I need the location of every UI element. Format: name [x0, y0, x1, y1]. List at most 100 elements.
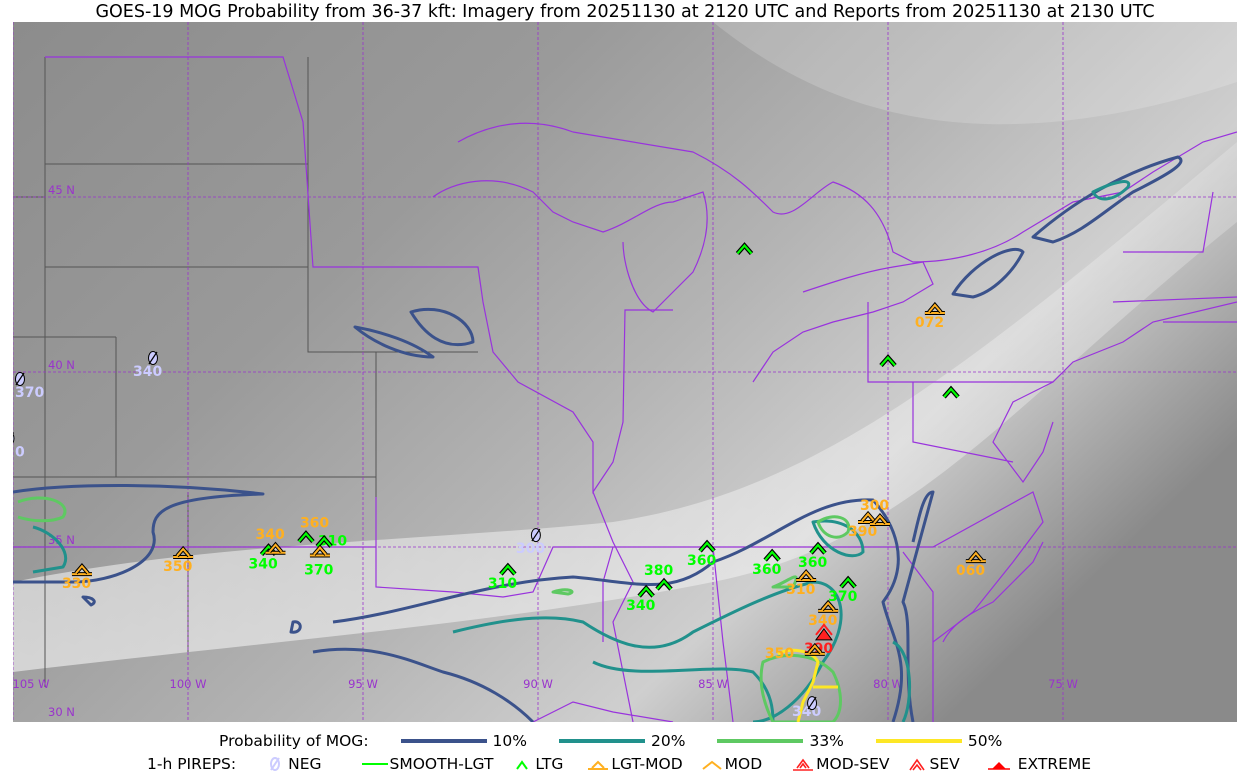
chevron-icon [701, 757, 723, 771]
pirep-ltg [499, 562, 517, 576]
legend-label: LGT-MOD [611, 755, 683, 773]
legend-label: 20% [651, 732, 686, 750]
pirep-label-layer: 072 340 370 0 330 350 340 340 310 370 360 300 310 340… [15, 315, 985, 720]
chevron-icon [511, 757, 533, 771]
lon-label: 80 W [873, 677, 903, 691]
probability-legend-label: Probability of MOG: [219, 732, 369, 750]
swatch-50pct [875, 739, 962, 743]
lat-label: 40 N [48, 358, 75, 372]
contour-20pct [32, 180, 1131, 722]
line-icon [361, 757, 388, 771]
legend-label: 10% [492, 732, 527, 750]
pirep-altitude-label: 0 [15, 445, 25, 461]
legend-item-extreme: EXTREME [960, 755, 1091, 773]
legend-item-ltg: LTG [493, 755, 563, 773]
neg-circle-slash-icon [13, 433, 15, 444]
legend-label: SMOOTH-LGT [389, 755, 494, 773]
lon-label: 100 W [170, 677, 207, 691]
legend-label: NEG [288, 755, 322, 773]
pirep-altitude-label: 340 [133, 364, 162, 380]
pirep-altitude-label: 350 [163, 559, 192, 575]
swatch-20pct [559, 739, 645, 743]
legend-label: MOD [724, 755, 763, 773]
neg-circle-slash-icon [264, 757, 286, 771]
legend-item-smooth-lgt: SMOOTH-LGT [322, 755, 494, 773]
legend-label: MOD-SEV [816, 755, 890, 773]
chevron-bar-icon [587, 757, 609, 771]
pirep-altitude-label: 310 [786, 582, 815, 598]
pirep-altitude-label: 300 [516, 541, 545, 557]
pirep-lgt-mod [924, 301, 945, 315]
pirep-ltg [297, 530, 315, 544]
lon-label: 105 W [13, 677, 49, 691]
pirep-neg [15, 372, 25, 386]
lon-label: 90 W [523, 677, 553, 691]
lon-label: 95 W [348, 677, 378, 691]
filled-triangle-icon [987, 757, 1010, 771]
pireps-legend-label: 1-h PIREPS: [147, 755, 237, 773]
legend-item-sev: SEV [890, 755, 960, 773]
swatch-33pct [717, 739, 804, 743]
pirep-mod [965, 550, 986, 564]
legend-item-33pct: 33% [685, 732, 844, 750]
pirep-altitude-label: 072 [915, 315, 944, 331]
legend-item-50pct: 50% [844, 732, 1002, 750]
legend-item-10pct: 10% [369, 732, 527, 750]
pirep-altitude-label: 340 [792, 704, 821, 720]
pirep-altitude-label: 390 [848, 524, 877, 540]
lat-label: 45 N [48, 183, 75, 197]
pirep-ltg [763, 548, 781, 562]
legend-label: SEV [929, 755, 960, 773]
pirep-altitude-label: 340 [249, 557, 278, 573]
pirep-neg [13, 432, 15, 444]
lon-label: 85 W [698, 677, 728, 691]
legend-label: EXTREME [1017, 755, 1092, 773]
contour-33pct [17, 496, 851, 722]
pirep-ltg [315, 535, 333, 548]
filled-triangle-icon [814, 627, 833, 641]
pirep-lgt-mod [265, 541, 286, 555]
pirep-ltg [637, 584, 655, 598]
coast-and-borders [13, 56, 1237, 722]
pirep-ltg [839, 575, 857, 589]
pirep-altitude-label: 340 [626, 598, 655, 614]
pirep-ltg [698, 539, 716, 553]
pirep-altitude-label: 310 [488, 576, 517, 592]
pirep-altitude-label: 360 [687, 553, 716, 569]
pirep-lgt-mod [804, 642, 825, 656]
pirep-lgt-mod [869, 512, 890, 527]
pirep-neg [148, 351, 158, 365]
pirep-lgt-mod [796, 568, 817, 583]
pirep-neg [530, 528, 541, 543]
lat-label: 30 N [48, 705, 75, 719]
pirep-ltg [879, 354, 897, 367]
pirep-altitude-label: 370 [304, 562, 333, 578]
probability-legend: Probability of MOG: 10% 20% 33% 50% [0, 732, 1250, 750]
pirep-ltg [809, 541, 827, 555]
graticule-labels: 105 W 100 W 95 W 90 W 85 W 80 W 75 W 45 N 40 N 35… [13, 183, 1078, 719]
pirep-altitude-label: 340 [256, 527, 285, 543]
legend-item-lgt-mod: LGT-MOD [563, 755, 683, 773]
legend-item-mod: MOD [683, 755, 763, 773]
mog-contours [13, 155, 1183, 722]
pirep-neg [807, 696, 818, 711]
pirep-altitude-label: 300 [860, 498, 889, 514]
legend-item-20pct: 20% [527, 732, 685, 750]
pirep-altitude-label: 370 [828, 589, 857, 605]
legend-item-mod-sev: MOD-SEV [762, 755, 890, 773]
pirep-ltg [735, 242, 754, 255]
pirep-lgt-mod [309, 544, 330, 558]
pirep-altitude-label: 360 [300, 516, 329, 532]
pirep-mod [818, 599, 839, 613]
graticule [13, 22, 1237, 722]
legend-item-neg: NEG [254, 755, 322, 773]
pirep-altitude-label: 360 [798, 555, 827, 571]
pirep-altitude-label: 370 [15, 385, 44, 401]
legend-label: 50% [967, 732, 1003, 750]
double-chevron-bar-icon [792, 757, 814, 771]
pireps-legend: 1-h PIREPS: NEG SMOOTH-LGT LTG LGT-MOD M… [0, 755, 1250, 773]
pirep-altitude-label: 350 [765, 646, 794, 662]
pirep-altitude-label: 360 [752, 562, 781, 578]
contour-10pct [13, 155, 1183, 722]
pirep-reports: 072 340 370 0 330 350 340 340 310 370 360 300 310 340… [13, 242, 986, 720]
